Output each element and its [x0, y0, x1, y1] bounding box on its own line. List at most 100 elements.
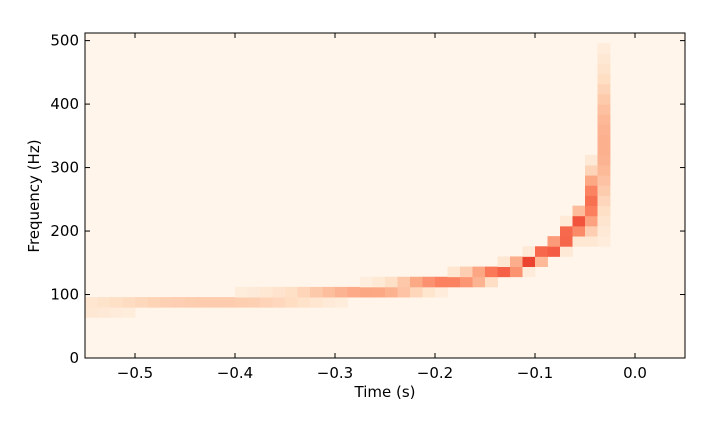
heatmap-cell: [597, 185, 611, 196]
heatmap-cell: [447, 266, 461, 278]
plot-frame: [84, 32, 686, 359]
heatmap-cell: [585, 185, 598, 196]
heatmap-cell: [97, 307, 111, 318]
heatmap-cell: [597, 83, 611, 95]
heatmap-cell: [435, 286, 448, 298]
heatmap-cell: [572, 225, 586, 237]
heatmap-cell: [235, 297, 248, 308]
heatmap-cell: [310, 297, 323, 308]
heatmap-cell: [310, 286, 323, 298]
heatmap-cell: [410, 276, 423, 288]
heatmap-cell: [335, 286, 348, 298]
heatmap-cell: [597, 73, 611, 85]
heatmap-cell: [360, 286, 373, 298]
heatmap-cell: [497, 266, 511, 278]
y-axis-ticks: 0 100 200 300 400 500: [50, 32, 685, 367]
heatmap-cell: [560, 225, 573, 237]
heatmap-cell: [585, 175, 598, 186]
heatmap-cell: [385, 276, 398, 288]
heatmap-cell: [572, 205, 586, 217]
heatmap-cell: [210, 297, 223, 308]
heatmap-cell: [97, 297, 111, 308]
y-axis-label: Frequency (Hz): [25, 139, 43, 252]
heatmap-cell: [372, 286, 386, 298]
heatmap-cell: [472, 266, 486, 278]
heatmap-cell: [597, 53, 611, 64]
heatmap-cell: [560, 215, 573, 227]
heatmap-cell: [560, 246, 573, 257]
heatmap-cell: [85, 307, 98, 318]
heatmap-cell: [597, 154, 611, 166]
heatmap-cell: [272, 286, 286, 298]
heatmap-cell: [585, 195, 598, 207]
heatmap-cell: [535, 256, 548, 267]
x-axis-label: Time (s): [354, 383, 416, 401]
heatmap-cell: [597, 205, 611, 217]
heatmap-cell: [485, 276, 498, 288]
heatmap-cell: [372, 276, 386, 288]
heatmap-cell: [185, 297, 198, 308]
heatmap-cell: [510, 266, 523, 278]
x-tick-label: −0.4: [217, 364, 253, 382]
heatmap-cell: [172, 297, 186, 308]
heatmap-cell: [397, 286, 411, 298]
heatmap-cell: [585, 215, 598, 227]
heatmap-cell: [597, 114, 611, 125]
y-tick-label: 300: [50, 159, 79, 177]
heatmap-cell: [472, 276, 486, 288]
x-tick-label: −0.2: [417, 364, 453, 382]
heatmap-cell: [285, 297, 298, 308]
heatmap-cell: [522, 256, 536, 267]
heatmap-cell: [260, 297, 273, 308]
x-axis-ticks: −0.5 −0.4 −0.3 −0.2 −0.1 0.0: [117, 33, 647, 382]
heatmap-cell: [572, 236, 586, 247]
heatmap-cell: [597, 144, 611, 156]
heatmap-cell: [597, 195, 611, 207]
heatmap-cell: [460, 276, 473, 288]
heatmap-cell: [85, 297, 98, 308]
heatmap-cell: [585, 236, 598, 247]
heatmap-cell: [597, 124, 611, 135]
heatmap-cell: [597, 165, 611, 176]
heatmap-cell: [422, 286, 436, 298]
heatmap-cell: [597, 236, 611, 247]
heatmap-cell: [597, 63, 611, 75]
heatmap-cell: [597, 43, 611, 54]
heatmap-cell: [322, 286, 336, 298]
heatmap-cell: [147, 297, 161, 308]
heatmap-cell: [110, 307, 123, 318]
heatmap-cell: [522, 246, 536, 257]
y-tick-label: 200: [50, 222, 79, 240]
x-tick-label: −0.5: [117, 364, 153, 382]
y-tick-label: 400: [50, 95, 79, 113]
heatmap-cell: [385, 286, 398, 298]
heatmap-cell: [322, 297, 336, 308]
heatmap-cell: [135, 297, 148, 308]
heatmap-cell: [122, 307, 136, 318]
heatmap-cell: [272, 297, 286, 308]
heatmap-cell: [360, 276, 373, 288]
heatmap-cell: [422, 276, 436, 288]
heatmap-cell: [397, 276, 411, 288]
heatmap-cell: [285, 286, 298, 298]
heatmap-cell: [260, 286, 273, 298]
heatmap-cell: [597, 215, 611, 227]
heatmap-cell: [547, 236, 561, 247]
heatmap-cell: [110, 297, 123, 308]
heatmap-cell: [122, 297, 136, 308]
heatmap-cell: [247, 286, 261, 298]
heatmap-cell: [585, 154, 598, 166]
heatmap-cell: [597, 175, 611, 186]
heatmap-cell: [222, 297, 236, 308]
heatmap-cell: [447, 276, 461, 288]
heatmap-cell: [297, 297, 311, 308]
heatmap-cell: [347, 286, 361, 298]
heatmap-cell: [497, 256, 511, 267]
heatmap-cell: [547, 246, 561, 257]
heatmap-cell: [435, 276, 448, 288]
x-tick-label: −0.1: [517, 364, 553, 382]
heatmap-cell: [597, 104, 611, 115]
heatmap-cell: [197, 297, 211, 308]
heatmap-cell: [597, 225, 611, 237]
